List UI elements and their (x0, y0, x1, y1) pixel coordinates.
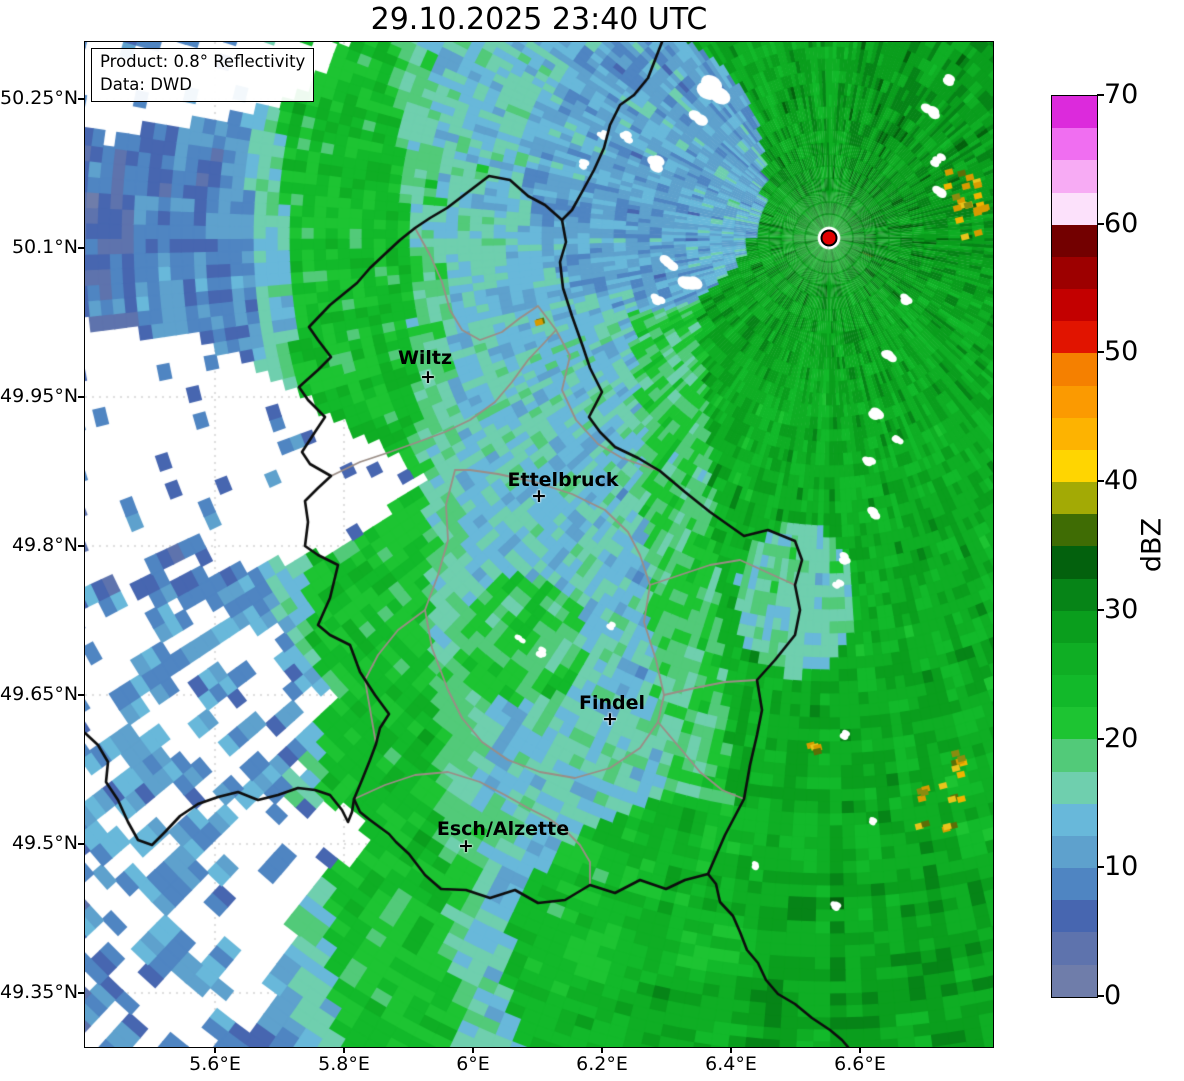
colorbar-tick-mark (1097, 351, 1104, 354)
colorbar-tick-mark (1097, 608, 1104, 611)
y-tick-label: 50.25°N (0, 87, 79, 109)
colorbar-segment (1052, 353, 1097, 386)
colorbar-segment (1052, 739, 1097, 772)
colorbar-segment (1052, 256, 1097, 290)
x-tick-mark (343, 1047, 345, 1053)
colorbar-segment (1052, 224, 1097, 257)
data-source-label: Data: DWD (100, 74, 192, 94)
x-tick-mark (859, 1047, 861, 1053)
colorbar-segment (1052, 96, 1097, 129)
x-tick-mark (214, 1047, 216, 1053)
x-tick-mark (730, 1047, 732, 1053)
colorbar-segment (1052, 835, 1097, 869)
radar-field-canvas (85, 42, 993, 1047)
colorbar-tick-label: 60 (1104, 207, 1139, 239)
colorbar-tick-label: 20 (1104, 722, 1139, 754)
colorbar-tick-label: 40 (1104, 465, 1139, 497)
figure-title: 29.10.2025 23:40 UTC (370, 2, 708, 37)
y-tick-mark (78, 98, 85, 100)
colorbar-segment (1052, 675, 1097, 708)
colorbar-segment (1052, 514, 1097, 547)
map-plot-area: Product: 0.8° Reflectivity Data: DWD Wil… (84, 41, 994, 1048)
x-tick-mark (601, 1047, 603, 1053)
colorbar-segment (1052, 192, 1097, 225)
y-tick-mark (78, 545, 85, 547)
colorbar-segment (1052, 932, 1097, 965)
colorbar-tick-mark (1097, 866, 1104, 869)
city-marker-wiltz: + (420, 366, 436, 389)
y-tick-label: 49.5°N (11, 832, 78, 854)
colorbar-segment (1052, 964, 1097, 997)
colorbar-segment (1052, 578, 1097, 611)
colorbar-segment (1052, 385, 1097, 418)
colorbar-segment (1052, 707, 1097, 740)
y-tick-mark (78, 992, 85, 994)
colorbar-segment (1052, 321, 1097, 354)
colorbar-segment (1052, 289, 1097, 322)
colorbar-segment (1052, 771, 1097, 804)
colorbar-tick-label: 50 (1104, 336, 1139, 368)
y-tick-mark (78, 396, 85, 398)
colorbar (1051, 95, 1098, 998)
y-tick-label: 49.8°N (11, 534, 78, 556)
city-label-findel: Findel (578, 692, 646, 714)
colorbar-segment (1052, 128, 1097, 161)
colorbar-tick-mark (1097, 995, 1104, 997)
city-label-ettelbruck: Ettelbruck (507, 469, 619, 491)
colorbar-segment (1052, 160, 1097, 193)
city-marker-findel: + (602, 708, 618, 731)
x-tick-label: 6.2°E (576, 1053, 628, 1075)
colorbar-tick-label: 10 (1104, 851, 1139, 883)
city-label-esch-alzette: Esch/Alzette (436, 818, 570, 840)
colorbar-unit-label: dBZ (1136, 517, 1168, 573)
y-tick-label: 49.65°N (0, 683, 79, 705)
x-tick-label: 6°E (456, 1053, 490, 1075)
colorbar-tick-mark (1097, 480, 1104, 483)
x-tick-label: 5.8°E (318, 1053, 370, 1075)
city-marker-esch-alzette: + (458, 835, 474, 858)
x-tick-label: 6.6°E (834, 1053, 886, 1075)
colorbar-tick-label: 30 (1104, 593, 1139, 625)
colorbar-segment (1052, 546, 1097, 579)
x-tick-label: 6.4°E (705, 1053, 757, 1075)
product-label: Product: 0.8° Reflectivity (100, 52, 306, 71)
city-marker-ettelbruck: + (531, 485, 547, 508)
colorbar-segment (1052, 610, 1097, 643)
y-tick-mark (78, 694, 85, 696)
colorbar-segment (1052, 900, 1097, 933)
product-info-box: Product: 0.8° Reflectivity Data: DWD (91, 48, 315, 102)
y-tick-label: 50.1°N (11, 236, 78, 258)
y-tick-label: 49.35°N (0, 981, 79, 1003)
colorbar-segment (1052, 642, 1097, 676)
colorbar-tick-label: 0 (1104, 980, 1122, 1011)
y-tick-label: 49.95°N (0, 385, 79, 407)
colorbar-segment (1052, 449, 1097, 483)
colorbar-segment (1052, 803, 1097, 836)
y-tick-mark (78, 247, 85, 249)
colorbar-segment (1052, 868, 1097, 901)
colorbar-tick-mark (1097, 737, 1104, 740)
city-label-wiltz: Wiltz (397, 347, 453, 369)
x-tick-label: 5.6°E (189, 1053, 241, 1075)
y-tick-mark (78, 843, 85, 845)
colorbar-tick-label: 70 (1104, 79, 1139, 110)
x-tick-mark (472, 1047, 474, 1053)
radar-site-marker (820, 229, 838, 247)
colorbar-tick-mark (1097, 222, 1104, 225)
colorbar-segment (1052, 417, 1097, 450)
colorbar-segment (1052, 482, 1097, 515)
colorbar-tick-mark (1097, 94, 1104, 96)
